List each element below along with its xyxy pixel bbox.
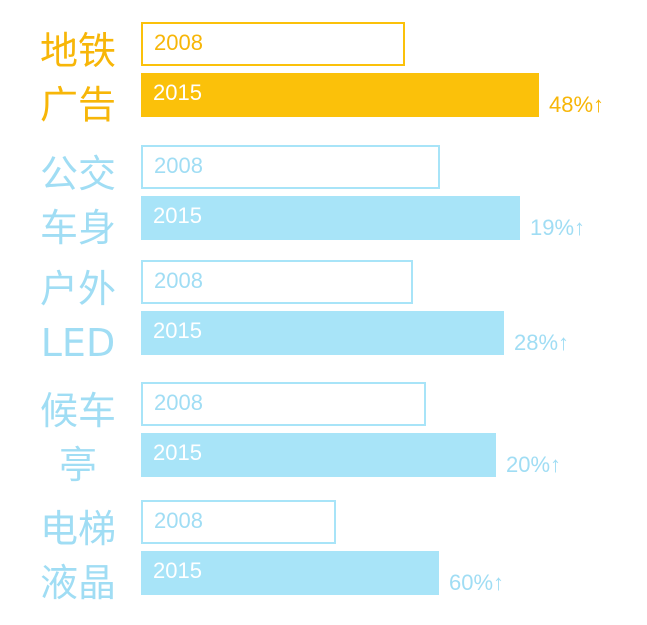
growth-label: 60%↑ xyxy=(449,570,505,595)
category-label-line: 液晶 xyxy=(39,561,116,605)
category-label-line: LED xyxy=(40,321,116,365)
growth-label: 20%↑ xyxy=(506,452,562,477)
bar-2015: 2015 xyxy=(141,73,539,117)
bar-2008: 2008 xyxy=(141,22,405,66)
bar-2008: 2008 xyxy=(141,145,440,189)
growth-label: 28%↑ xyxy=(514,330,570,355)
category-label-line: 广告 xyxy=(39,83,116,127)
category-label-line: 候车 xyxy=(39,389,116,433)
bar-2008: 2008 xyxy=(141,500,336,544)
bar-2015: 2015 xyxy=(141,551,439,595)
category-label-line: 公交 xyxy=(39,152,116,196)
bar-2015: 2015 xyxy=(141,196,520,240)
bar-2008: 2008 xyxy=(141,382,426,426)
bar-2008: 2008 xyxy=(141,260,413,304)
bar-2015: 2015 xyxy=(141,433,496,477)
category-label-line: 地铁 xyxy=(39,29,116,73)
category-label-line: 亭 xyxy=(58,443,97,487)
growth-label: 19%↑ xyxy=(530,215,586,240)
growth-label: 48%↑ xyxy=(549,92,605,117)
category-label-line: 车身 xyxy=(39,206,116,250)
category-label-line: 电梯 xyxy=(39,507,116,551)
category-label-line: 户外 xyxy=(39,267,116,311)
bar-2015: 2015 xyxy=(141,311,504,355)
